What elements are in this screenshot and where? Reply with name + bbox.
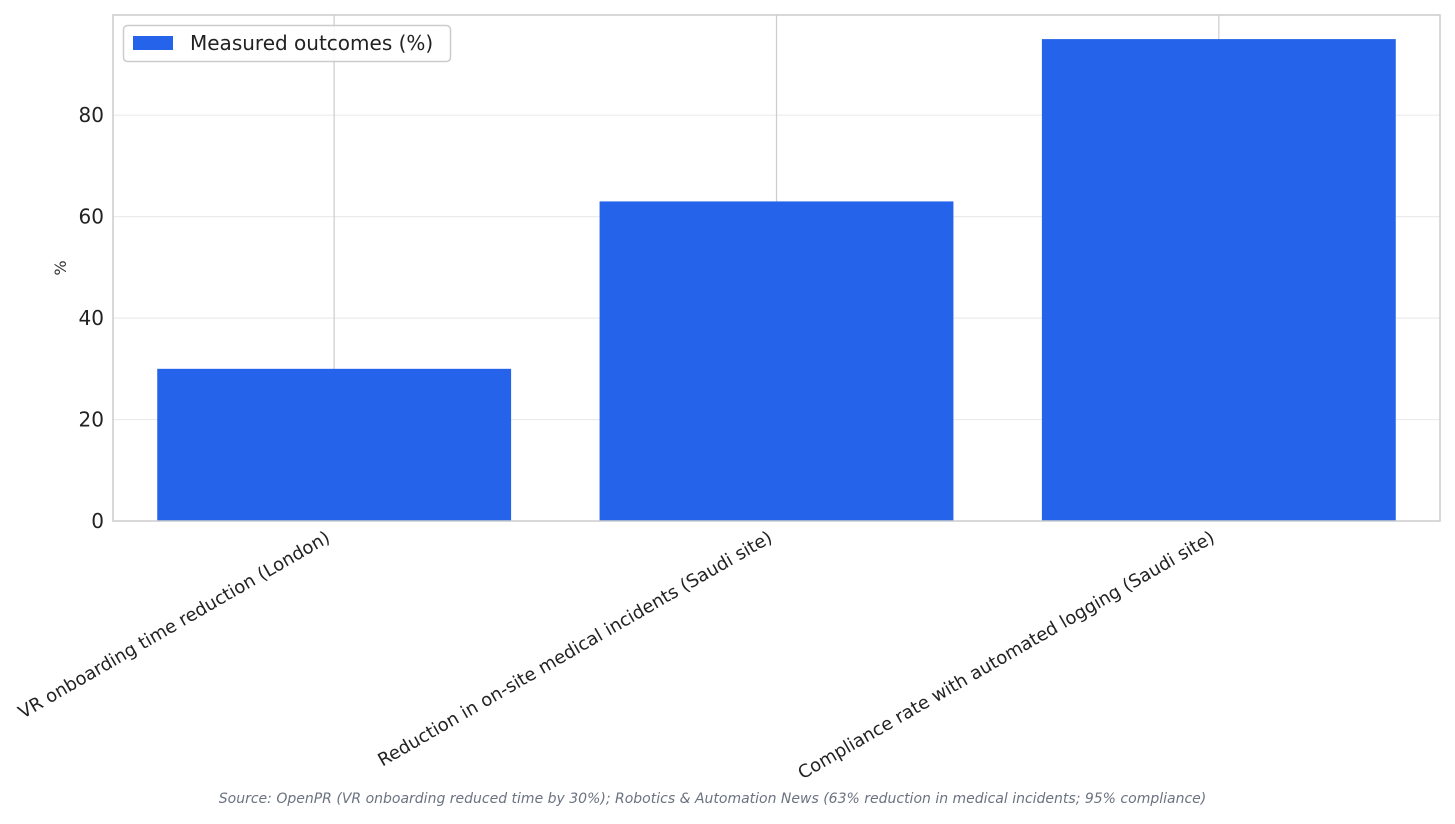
y-tick-label: 20 [79,408,104,432]
legend-swatch [133,36,173,50]
x-tick-label: Reduction in on-site medical incidents (… [374,527,776,771]
y-axis-ticks: 0 20 40 60 80 [79,103,104,533]
bar [157,368,512,521]
source-note: Source: OpenPR (VR onboarding reduced ti… [218,791,1207,807]
legend: Measured outcomes (%) [122,24,452,63]
x-tick-label: Compliance rate with automated logging (… [795,527,1219,784]
y-tick-label: 60 [79,205,104,229]
plot-frame [112,14,1441,522]
x-tick-label: VR onboarding time reduction (London) [15,527,334,723]
y-tick-label: 80 [79,103,104,127]
legend-box [122,24,452,63]
bars [157,39,1396,521]
bar [599,201,954,521]
legend-label: Measured outcomes (%) [190,31,433,55]
y-tick-label: 40 [79,306,104,330]
bar [1041,39,1396,521]
y-tick-label: 0 [91,509,104,533]
x-axis-ticks: VR onboarding time reduction (London) Red… [15,527,1218,784]
y-axis-label: % [51,260,70,275]
